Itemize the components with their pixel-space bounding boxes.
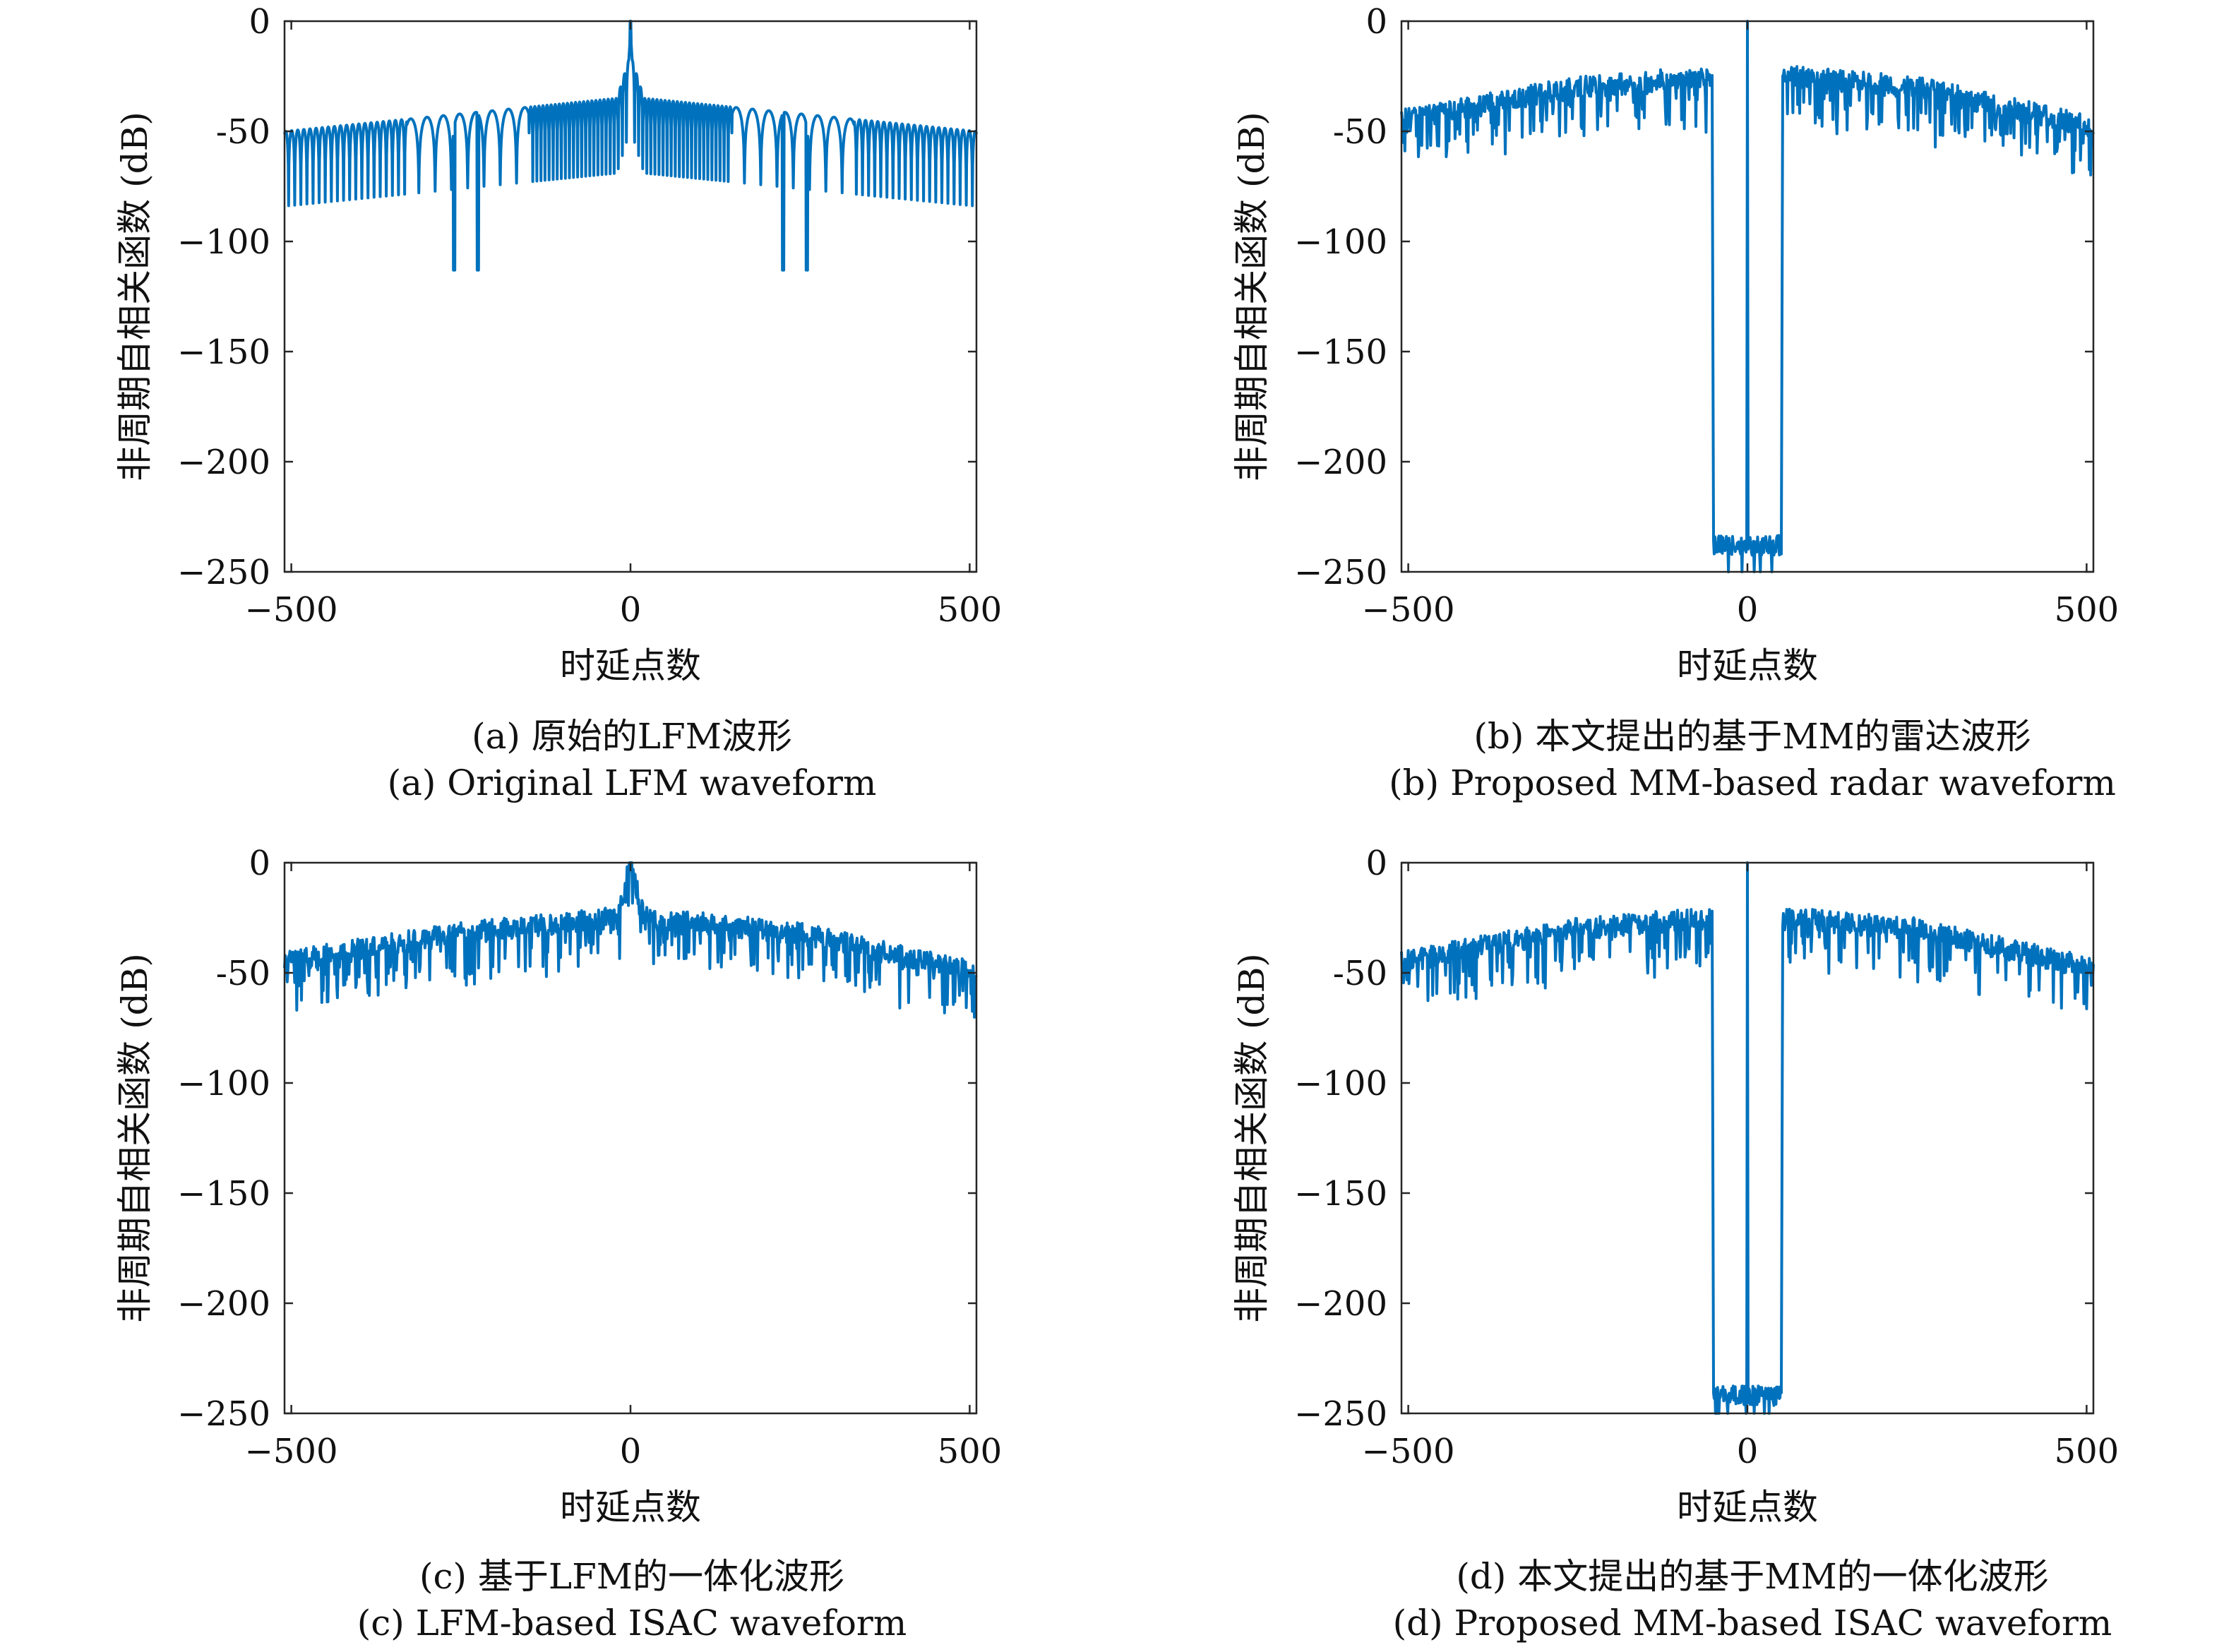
series-line-c	[283, 861, 978, 1019]
y-tick-label-b: -50	[1333, 112, 1387, 152]
x-tick-label-b: −500	[1362, 590, 1455, 630]
x-tick-label-a: −500	[245, 590, 338, 630]
y-tick-label-d: -50	[1333, 954, 1387, 993]
x-axis-label-c: 时延点数	[560, 1487, 701, 1528]
y-tick-label-d: 0	[1365, 844, 1387, 883]
caption-a: (a) 原始的LFM波形 (a) Original LFM waveform	[173, 713, 1091, 806]
caption-d-en: (d) Proposed MM-based ISAC waveform	[1392, 1603, 2112, 1644]
y-axis-label-d: 非周期自相关函数 (dB)	[1231, 953, 1272, 1323]
y-tick-label-a: −200	[177, 443, 270, 482]
caption-b-en: (b) Proposed MM-based radar waveform	[1389, 762, 2116, 803]
y-tick-label-c: −150	[177, 1174, 270, 1214]
y-tick-label-d: −250	[1294, 1394, 1387, 1434]
y-axis-label-c: 非周期自相关函数 (dB)	[114, 953, 155, 1323]
x-tick-label-b: 500	[2055, 590, 2120, 630]
y-tick-label-d: −200	[1294, 1284, 1387, 1324]
axes-box-a	[283, 20, 978, 573]
x-tick-label-c: 500	[938, 1432, 1003, 1471]
x-tick-label-d: 500	[2055, 1432, 2120, 1471]
y-tick-label-a: -50	[216, 112, 270, 152]
x-tick-label-a: 0	[620, 590, 642, 630]
y-tick-label-b: −250	[1294, 553, 1387, 592]
series-line-a	[283, 20, 978, 272]
y-tick-label-a: −150	[177, 333, 270, 372]
y-tick-label-b: 0	[1365, 2, 1387, 42]
x-axis-label-a: 时延点数	[560, 645, 701, 686]
x-tick-label-b: 0	[1737, 590, 1759, 630]
x-tick-label-c: 0	[620, 1432, 642, 1471]
chart-panel-a: 0 -50 −100 −150 −200 −250−500 0 500 时延点数 非周期自相关函数…	[114, 2, 1002, 686]
caption-b: (b) 本文提出的基于MM的雷达波形 (b) Proposed MM-based…	[1293, 713, 2211, 806]
x-tick-label-d: −500	[1362, 1432, 1455, 1471]
x-tick-label-a: 500	[938, 590, 1003, 630]
y-tick-label-b: −150	[1294, 333, 1387, 372]
y-tick-label-d: −100	[1294, 1064, 1387, 1103]
caption-c-en: (c) LFM-based ISAC waveform	[357, 1603, 907, 1644]
y-axis-label-a: 非周期自相关函数 (dB)	[114, 112, 155, 481]
series-line-b	[1400, 20, 2095, 573]
y-tick-label-c: −100	[177, 1064, 270, 1103]
chart-panel-b: 0 -50 −100 −150 −200 −250−500 0 500 时延点数 非周期自相关函数…	[1231, 2, 2119, 686]
x-tick-label-c: −500	[245, 1432, 338, 1471]
y-tick-label-b: −200	[1294, 443, 1387, 482]
y-tick-label-a: 0	[249, 2, 270, 42]
caption-c-cn: (c) 基于LFM的一体化波形	[419, 1556, 844, 1597]
y-tick-label-a: −100	[177, 222, 270, 262]
x-tick-label-d: 0	[1737, 1432, 1759, 1471]
caption-d: (d) 本文提出的基于MM的一体化波形 (d) Proposed MM-base…	[1293, 1553, 2211, 1646]
chart-panel-d: 0 -50 −100 −150 −200 −250−500 0 500 时延点数 非周期自相关函数…	[1231, 844, 2119, 1528]
caption-d-cn: (d) 本文提出的基于MM的一体化波形	[1456, 1556, 2049, 1597]
caption-b-cn: (b) 本文提出的基于MM的雷达波形	[1473, 716, 2031, 757]
series-line-d	[1400, 861, 2095, 1415]
y-tick-label-b: −100	[1294, 222, 1387, 262]
caption-c: (c) 基于LFM的一体化波形 (c) LFM-based ISAC wavef…	[173, 1553, 1091, 1646]
y-tick-label-c: −200	[177, 1284, 270, 1324]
caption-a-en: (a) Original LFM waveform	[387, 762, 877, 803]
x-axis-label-b: 时延点数	[1677, 645, 1818, 686]
y-tick-label-d: −150	[1294, 1174, 1387, 1214]
y-tick-label-c: −250	[177, 1394, 270, 1434]
y-tick-label-a: −250	[177, 553, 270, 592]
y-axis-label-b: 非周期自相关函数 (dB)	[1231, 112, 1272, 481]
x-axis-label-d: 时延点数	[1677, 1487, 1818, 1528]
chart-panel-c: 0 -50 −100 −150 −200 −250−500 0 500 时延点数 非周期自相关函数…	[114, 844, 1002, 1528]
caption-a-cn: (a) 原始的LFM波形	[472, 716, 792, 757]
y-tick-label-c: 0	[249, 844, 270, 883]
y-tick-label-c: -50	[216, 954, 270, 993]
